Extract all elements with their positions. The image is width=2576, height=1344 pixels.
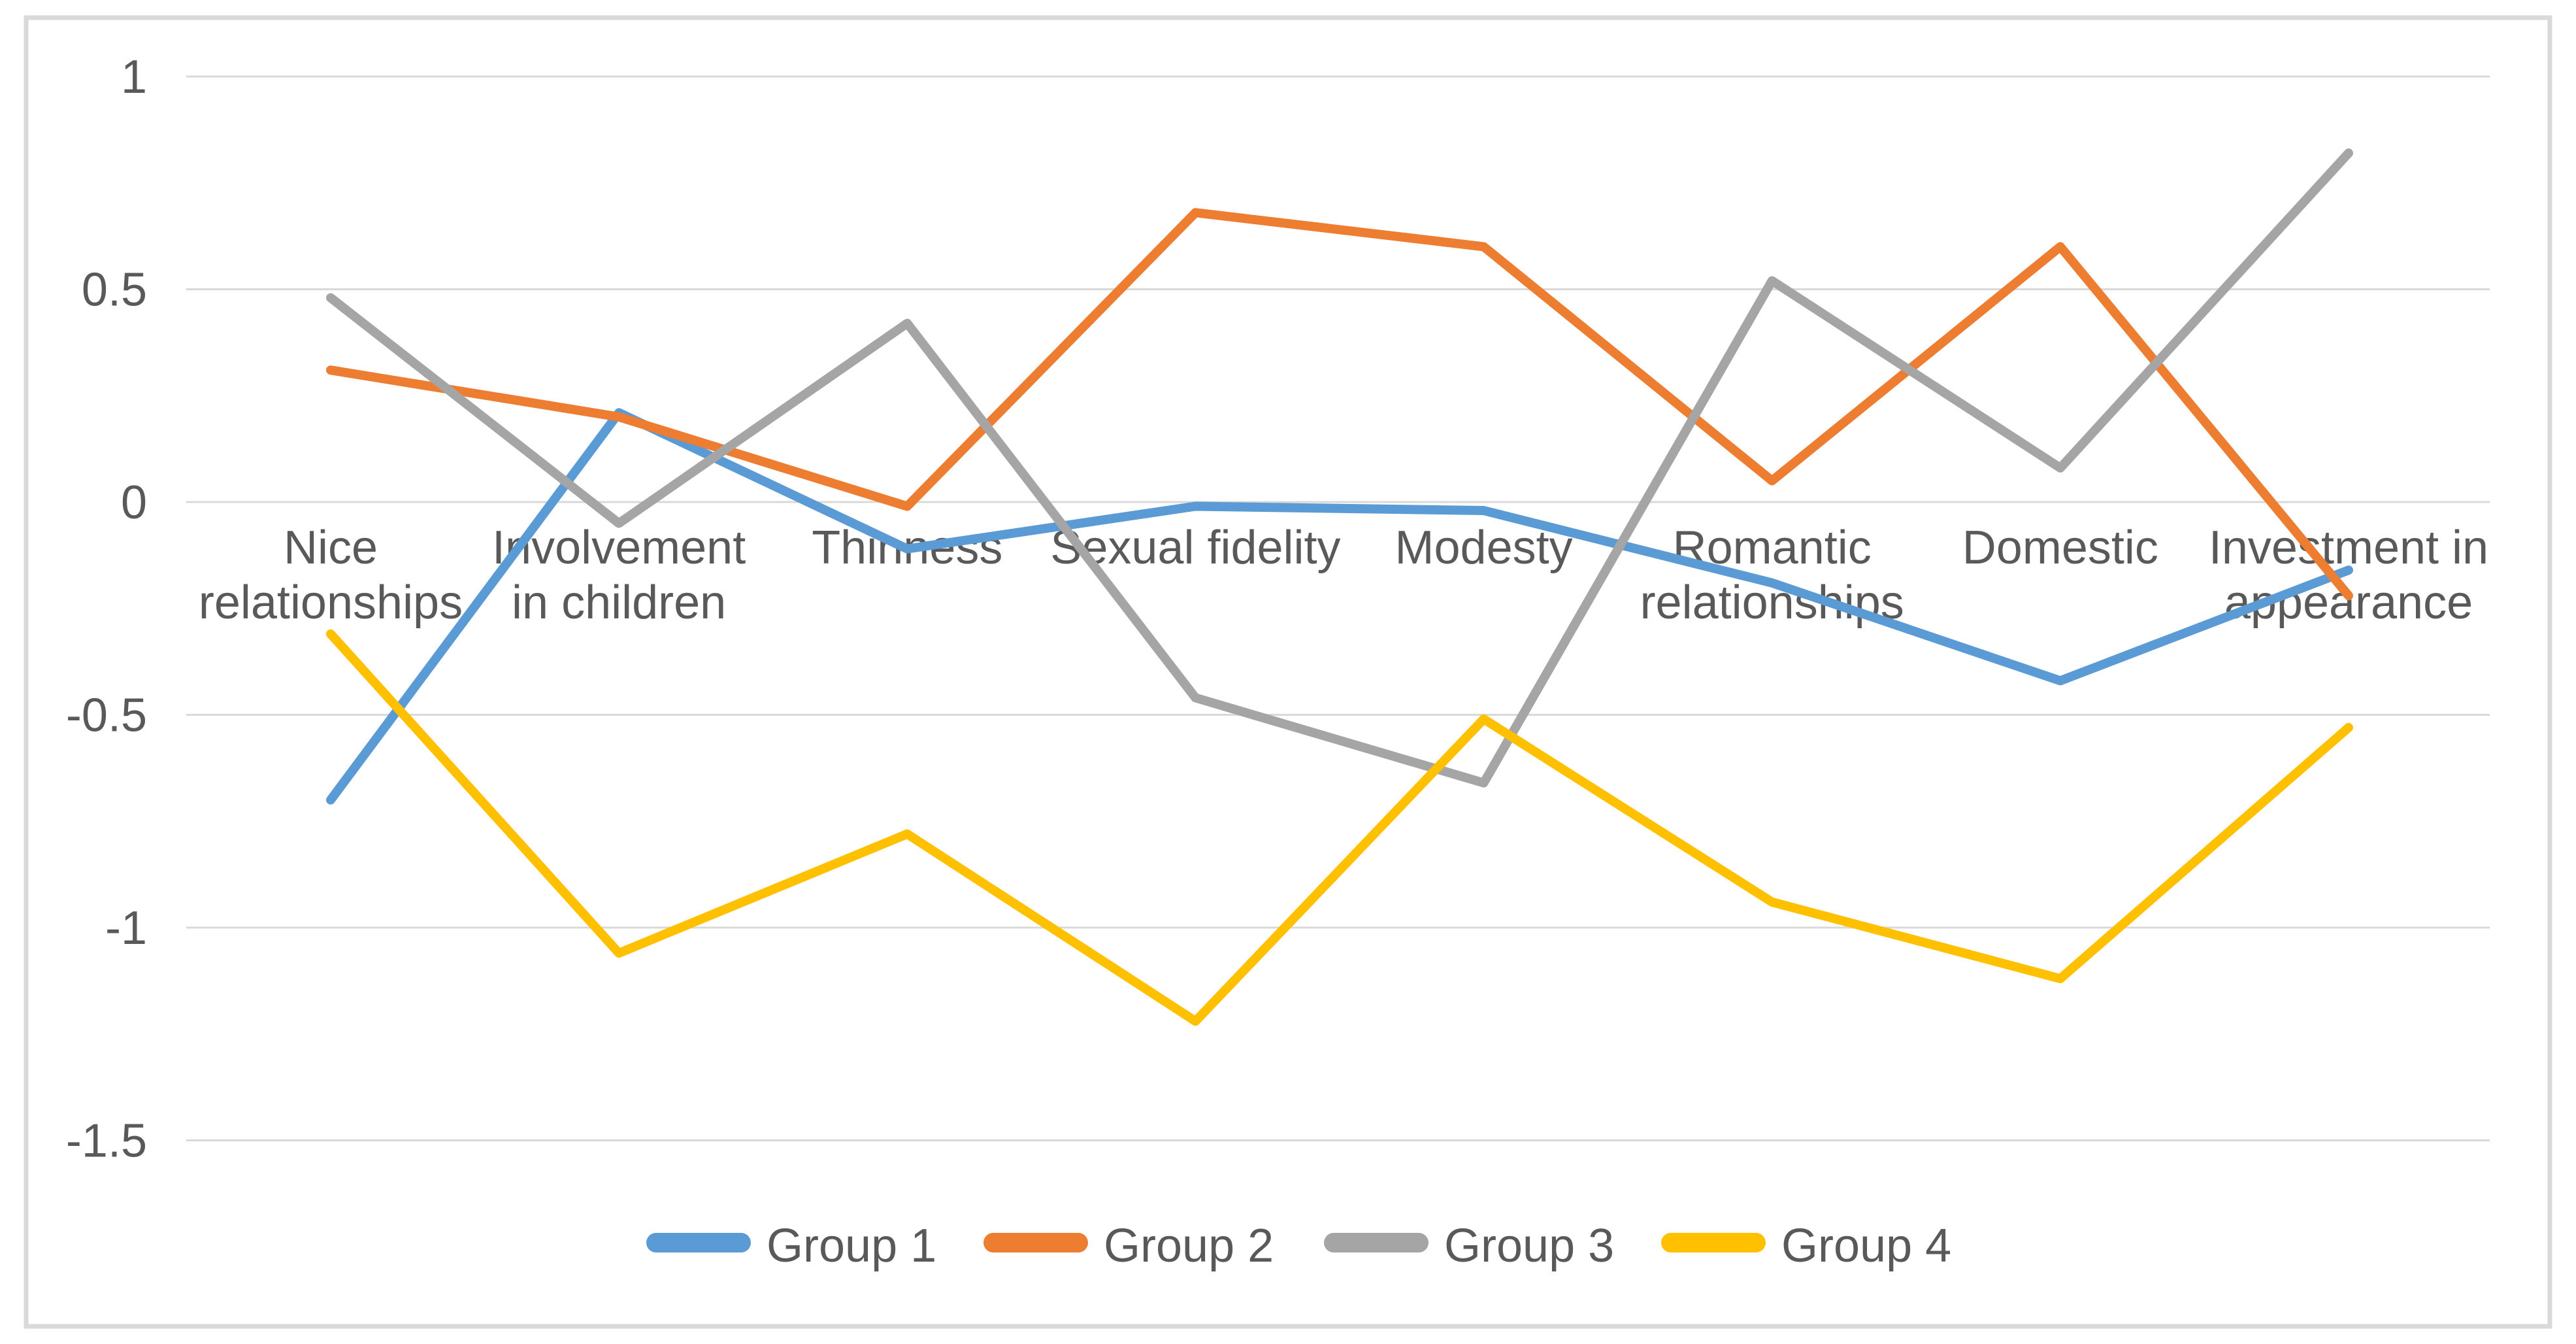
legend-label: Group 1 [767,1220,936,1272]
y-tick-label: -0.5 [66,690,147,742]
category-label: Investment in appearance [2209,522,2488,629]
y-axis-labels: 1 0.5 0 -0.5 -1 -1.5 [66,51,147,1168]
y-tick-label: 1 [121,51,147,103]
y-tick-label: 0.5 [82,264,147,316]
chart-border [24,15,2552,1329]
legend-swatch [646,1233,751,1252]
legend-label: Group 3 [1444,1220,1614,1272]
legend-swatch [1324,1233,1428,1252]
category-label: Nice relationships [199,522,463,629]
legend-label: Group 4 [1781,1220,1951,1272]
legend-item-group-3[interactable]: Group 3 [1324,1220,1614,1272]
series-line-group-2[interactable] [326,208,2353,601]
y-tick-label: -1 [105,902,147,954]
category-label: Modesty [1395,522,1573,574]
legend-label: Group 2 [1104,1220,1274,1272]
gridlines [186,75,2490,1141]
y-tick-label: 0 [121,477,147,529]
legend: Group 1 Group 2 Group 3 Group 4 [646,1220,1951,1272]
legend-item-group-4[interactable]: Group 4 [1661,1220,1951,1272]
legend-item-group-2[interactable]: Group 2 [983,1220,1274,1272]
series-line-group-3[interactable] [326,148,2353,788]
legend-swatch [1661,1233,1766,1252]
legend-swatch [983,1233,1088,1252]
category-label: Involvement in children [492,522,746,629]
series-lines [326,148,2353,1026]
series-line-group-4[interactable] [326,629,2353,1026]
y-tick-label: -1.5 [66,1115,147,1168]
category-label: Domestic [1962,522,2158,574]
legend-item-group-1[interactable]: Group 1 [646,1220,936,1272]
